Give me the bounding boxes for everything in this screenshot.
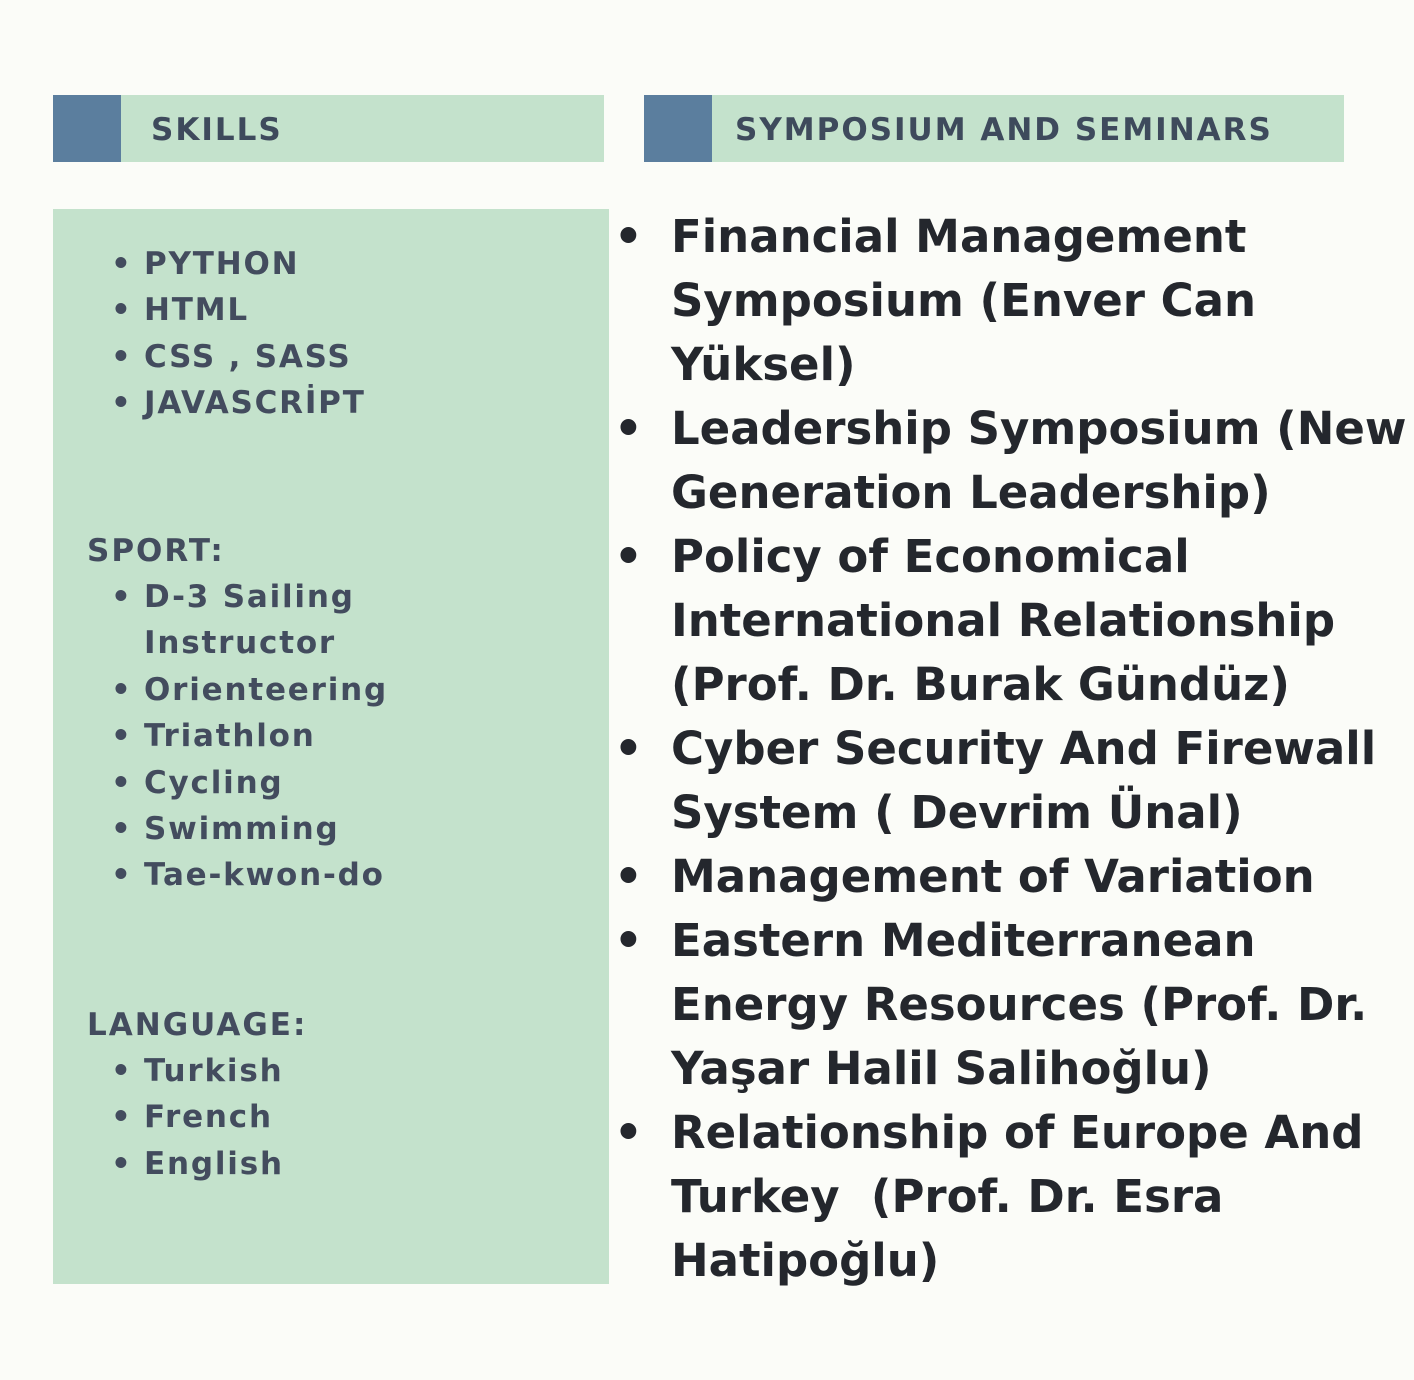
language-label-text: French <box>144 1099 273 1136</box>
bullet: • <box>111 246 133 282</box>
symposium-item: • Relationship of Europe And Turkey (Pro… <box>612 1101 1412 1293</box>
list-item: • Turkish <box>53 1048 609 1094</box>
skill-label: JAVASCRİPT <box>144 385 366 422</box>
list-item: • Tae-kwon-do <box>53 852 609 898</box>
symposium-text-line: Yaşar Halil Salihoğlu) <box>671 1042 1212 1095</box>
skills-panel: • PYTHON • HTML • CSS , SASS • JAVASCRİPT SP… <box>53 209 609 1284</box>
symposium-item: • Financial Management Symposium (Enver … <box>612 205 1412 397</box>
bullet: • <box>111 1099 133 1136</box>
bullet: • <box>111 1145 133 1182</box>
bullet: • <box>614 530 643 583</box>
symposium-text-line: Cyber Security And Firewall <box>671 722 1377 775</box>
list-item: • French <box>53 1094 609 1140</box>
language-label-text: English <box>144 1145 284 1182</box>
symposium-header-accent <box>644 95 712 162</box>
sport-label-text: D-3 Sailing <box>144 579 355 615</box>
bullet: • <box>111 857 133 894</box>
symposium-text-line: Leadership Symposium (New <box>671 402 1407 455</box>
list-item: • HTML <box>53 287 609 333</box>
symposium-text-line: Relationship of Europe And <box>671 1106 1364 1159</box>
bullet: • <box>111 338 133 375</box>
skills-header-accent <box>53 95 121 162</box>
bullet: • <box>111 579 133 615</box>
sport-label-text: Cycling <box>144 764 284 801</box>
list-item: • JAVASCRİPT <box>53 380 609 426</box>
bullet: • <box>111 292 133 329</box>
list-item: • D-3 Sailing <box>53 574 609 620</box>
symposium-text-line: (Prof. Dr. Burak Gündüz) <box>671 658 1290 711</box>
sport-label-text: Instructor <box>144 625 337 662</box>
skills-title: SKILLS <box>151 112 283 148</box>
language-list: • Turkish • French • English <box>53 1048 609 1187</box>
symposium-text-line: Management of Variation <box>671 850 1315 903</box>
list-item: • Orienteering <box>53 667 609 713</box>
symposium-text-line: Yüksel) <box>671 338 856 391</box>
symposium-item: • Leadership Symposium (New Generation L… <box>612 397 1412 525</box>
list-item: • English <box>53 1141 609 1187</box>
sport-label-text: Triathlon <box>144 718 316 755</box>
bullet: • <box>111 671 133 708</box>
bullet: • <box>111 1053 133 1089</box>
skills-header: SKILLS <box>53 95 604 162</box>
bullet: • <box>111 385 133 422</box>
symposium-item: • Policy of Economical International Rel… <box>612 525 1412 717</box>
language-label: LANGUAGE: <box>87 1007 308 1043</box>
symposium-item: • Eastern Mediterranean Energy Resources… <box>612 909 1412 1101</box>
bullet: • <box>111 811 133 848</box>
sport-label-text: Orienteering <box>144 671 389 708</box>
skill-label: CSS , SASS <box>144 338 352 375</box>
list-item: • Cycling <box>53 760 609 806</box>
symposium-item: • Management of Variation <box>612 845 1412 909</box>
tech-skills-list: • PYTHON • HTML • CSS , SASS • JAVASCRİPT <box>53 241 609 427</box>
symposium-text-line: International Relationship <box>671 594 1336 647</box>
bullet: • <box>614 914 643 967</box>
symposium-title: SYMPOSIUM AND SEMINARS <box>735 112 1273 148</box>
bullet: • <box>614 850 643 903</box>
bullet: • <box>614 722 643 775</box>
skill-label: HTML <box>144 292 249 329</box>
list-item: • Triathlon <box>53 713 609 759</box>
symposium-list: • Financial Management Symposium (Enver … <box>612 205 1412 1293</box>
bullet: • <box>614 210 643 263</box>
symposium-item: • Cyber Security And Firewall System ( D… <box>612 717 1412 845</box>
sport-label: SPORT: <box>87 533 225 569</box>
list-item: • PYTHON <box>53 241 609 287</box>
bullet: • <box>614 402 643 455</box>
symposium-text-line: Generation Leadership) <box>671 466 1271 519</box>
list-item: • Swimming <box>53 806 609 852</box>
bullet: • <box>111 718 133 755</box>
symposium-text-line: Hatipoğlu) <box>671 1234 940 1287</box>
list-item: • CSS , SASS <box>53 334 609 380</box>
symposium-text-line: Financial Management <box>671 210 1247 263</box>
sport-label-text: Swimming <box>144 811 340 848</box>
language-label-text: Turkish <box>144 1053 284 1089</box>
symposium-text-line: System ( Devrim Ünal) <box>671 786 1243 839</box>
list-item-continuation: Instructor <box>53 620 609 666</box>
symposium-text-line: Policy of Economical <box>671 530 1190 583</box>
symposium-text-line: Eastern Mediterranean <box>671 914 1256 967</box>
symposium-header: SYMPOSIUM AND SEMINARS <box>644 95 1344 162</box>
symposium-text-line: Turkey (Prof. Dr. Esra <box>671 1170 1224 1223</box>
skill-label: PYTHON <box>144 246 300 282</box>
sport-list: • D-3 Sailing Instructor • Orienteering • T… <box>53 574 609 899</box>
symposium-text-line: Symposium (Enver Can <box>671 274 1257 327</box>
bullet: • <box>111 764 133 801</box>
sport-label-text: Tae-kwon-do <box>144 857 385 894</box>
bullet: • <box>614 1106 643 1159</box>
symposium-text-line: Energy Resources (Prof. Dr. <box>671 978 1368 1031</box>
